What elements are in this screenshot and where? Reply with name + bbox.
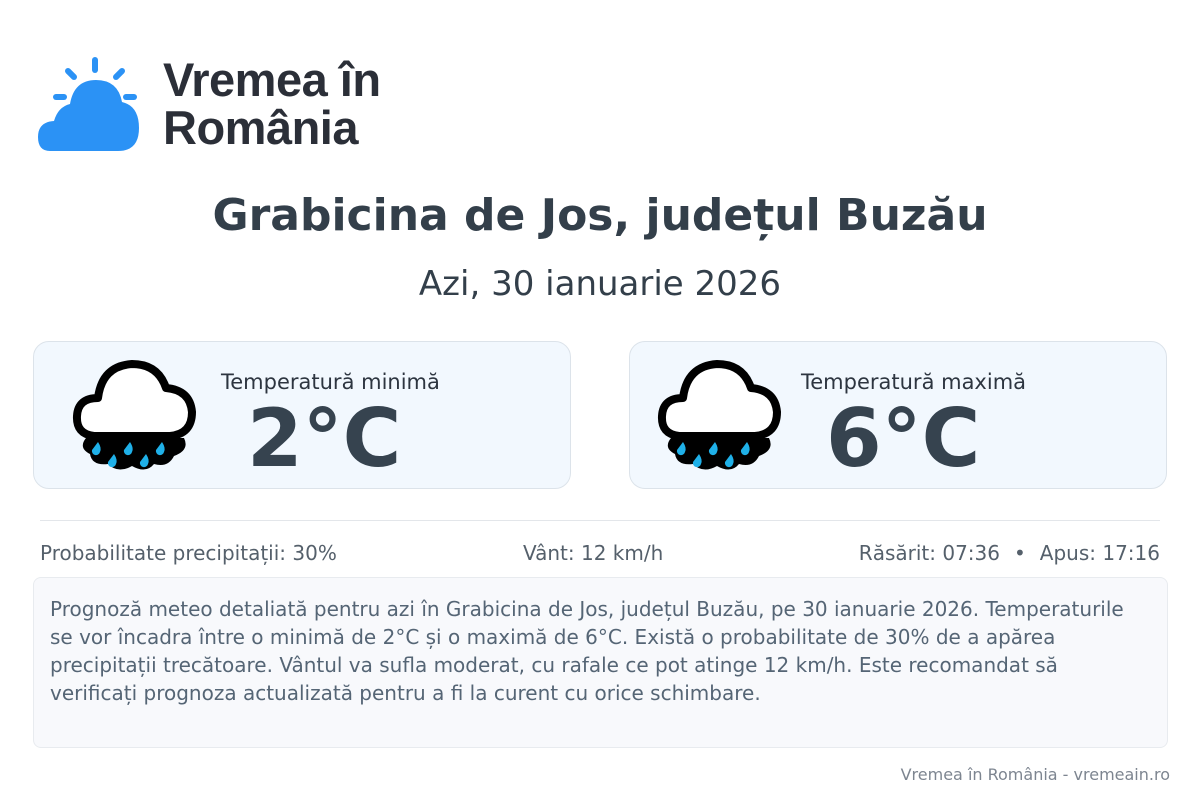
sunset-time: Apus: 17:16 [1039, 541, 1160, 565]
precipitation-probability: Probabilitate precipitații: 30% [40, 541, 337, 565]
max-temp-value: 6°C [826, 392, 981, 485]
sun-times: Răsărit: 07:36 • Apus: 17:16 [859, 541, 1160, 565]
max-temp-card: Temperatură maximă 6°C [629, 341, 1167, 489]
footer-credit: Vremea în România - vremeain.ro [900, 765, 1170, 784]
rain-cloud-icon [657, 360, 781, 470]
sunrise-time: Răsărit: 07:36 [858, 541, 1000, 565]
divider [40, 520, 1160, 521]
max-temp-label: Temperatură maximă [801, 370, 1027, 394]
rain-cloud-icon [72, 360, 196, 470]
separator-dot: • [1013, 541, 1026, 565]
page-title: Grabicina de Jos, județul Buzău [212, 190, 988, 241]
wind-speed: Vânt: 12 km/h [523, 541, 664, 565]
min-temp-label: Temperatură minimă [221, 370, 440, 394]
brand-line-1: Vremea în [163, 53, 381, 106]
min-temp-value: 2°C [247, 392, 402, 485]
forecast-date: Azi, 30 ianuarie 2026 [418, 264, 782, 304]
logo: Vremea în România [36, 54, 436, 164]
forecast-description: Prognoză meteo detaliată pentru azi în G… [33, 577, 1168, 748]
brand-line-2: România [163, 101, 358, 154]
sun-cloud-icon [38, 57, 139, 151]
min-temp-card: Temperatură minimă 2°C [33, 341, 571, 489]
